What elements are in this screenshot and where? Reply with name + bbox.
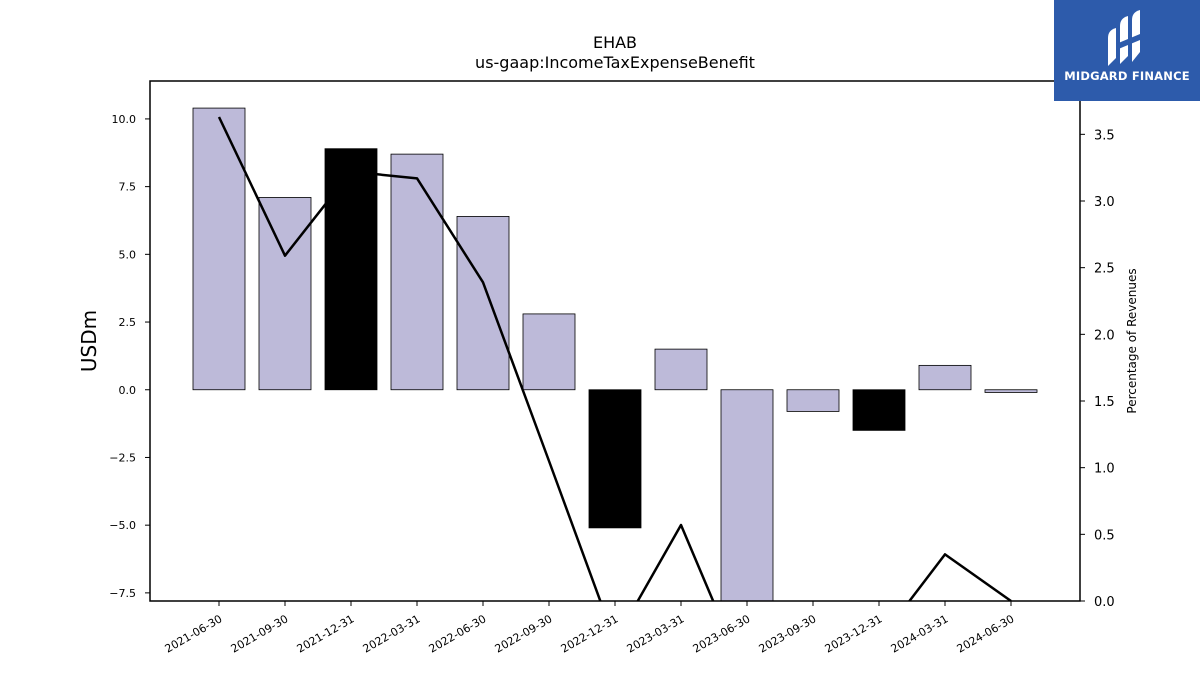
y-tick-label: −7.5: [109, 587, 136, 600]
y-axis-label: USDm: [77, 310, 101, 372]
y2-tick-label: 3.0: [1094, 195, 1115, 210]
y2-tick-label: 1.5: [1094, 395, 1115, 410]
y2-tick-label: 1.0: [1094, 462, 1115, 477]
bar-2023-03-31: [654, 348, 708, 391]
x-tick-label: 2022-06-30: [427, 612, 489, 655]
y2-axis: 0.0 0.5 1.0 1.5 2.0 2.5 3.0 3.5: [1080, 128, 1115, 610]
bar-2024-06-30: [984, 389, 1038, 393]
bar-2023-06-30: [720, 389, 774, 601]
line-segment: [907, 553, 1012, 601]
y-tick-label: −2.5: [109, 451, 136, 464]
bar-2022-03-31: [390, 153, 444, 391]
y-tick-label: 0.0: [119, 384, 137, 397]
x-tick-label: 2023-12-31: [823, 612, 885, 655]
bar-2021-12-31: [324, 148, 378, 391]
y2-tick-label: 2.5: [1094, 262, 1115, 277]
y-tick-label: −5.0: [109, 519, 136, 532]
y-tick-label: 10.0: [112, 113, 137, 126]
x-tick-label: 2022-12-31: [559, 612, 621, 655]
x-tick-label: 2021-06-30: [163, 612, 225, 655]
bar-2023-12-31: [852, 389, 906, 431]
logo-mark-icon: [1108, 10, 1140, 66]
chart-title: EHAB: [593, 33, 637, 52]
y2-tick-label: 3.5: [1094, 128, 1115, 143]
x-tick-label: 2024-03-31: [889, 612, 951, 655]
logo: MIDGARD FINANCE: [1054, 0, 1200, 101]
x-tick-label: 2023-06-30: [691, 612, 753, 655]
bar-2021-09-30: [258, 197, 312, 391]
bar-2022-09-30: [522, 313, 576, 391]
bar-2022-06-30: [456, 216, 510, 391]
x-tick-label: 2023-09-30: [757, 612, 819, 655]
x-tick-label: 2022-03-31: [361, 612, 423, 655]
y-tick-label: 5.0: [119, 248, 137, 261]
y2-tick-label: 2.0: [1094, 328, 1115, 343]
x-tick-label: 2023-03-31: [625, 612, 687, 655]
line-series: [217, 116, 1012, 601]
y-axis: −7.5 −5.0 −2.5 0.0 2.5 5.0 7.5 10.0: [109, 113, 150, 600]
bar-2021-06-30: [192, 107, 246, 391]
x-axis: 2021-06-30 2021-09-30 2021-12-31 2022-03-31…: [163, 601, 1017, 656]
x-tick-label: 2021-09-30: [229, 612, 291, 655]
x-tick-label: 2024-06-30: [955, 612, 1017, 655]
y2-tick-label: 0.0: [1094, 595, 1115, 610]
x-tick-label: 2022-09-30: [493, 612, 555, 655]
line-segment: [217, 116, 715, 601]
x-tick-label: 2021-12-31: [295, 612, 357, 655]
bar-2022-12-31: [588, 389, 642, 529]
logo-text: MIDGARD FINANCE: [1064, 69, 1190, 83]
bar-series: [192, 107, 1038, 601]
bar-2023-09-30: [786, 389, 840, 412]
y2-axis-label: Percentage of Revenues: [1125, 268, 1139, 413]
y-tick-label: 7.5: [119, 181, 137, 194]
bar-2024-03-31: [918, 364, 972, 391]
y2-tick-label: 0.5: [1094, 528, 1115, 543]
chart-subtitle: us-gaap:IncomeTaxExpenseBenefit: [475, 53, 755, 72]
y-tick-label: 2.5: [119, 316, 137, 329]
